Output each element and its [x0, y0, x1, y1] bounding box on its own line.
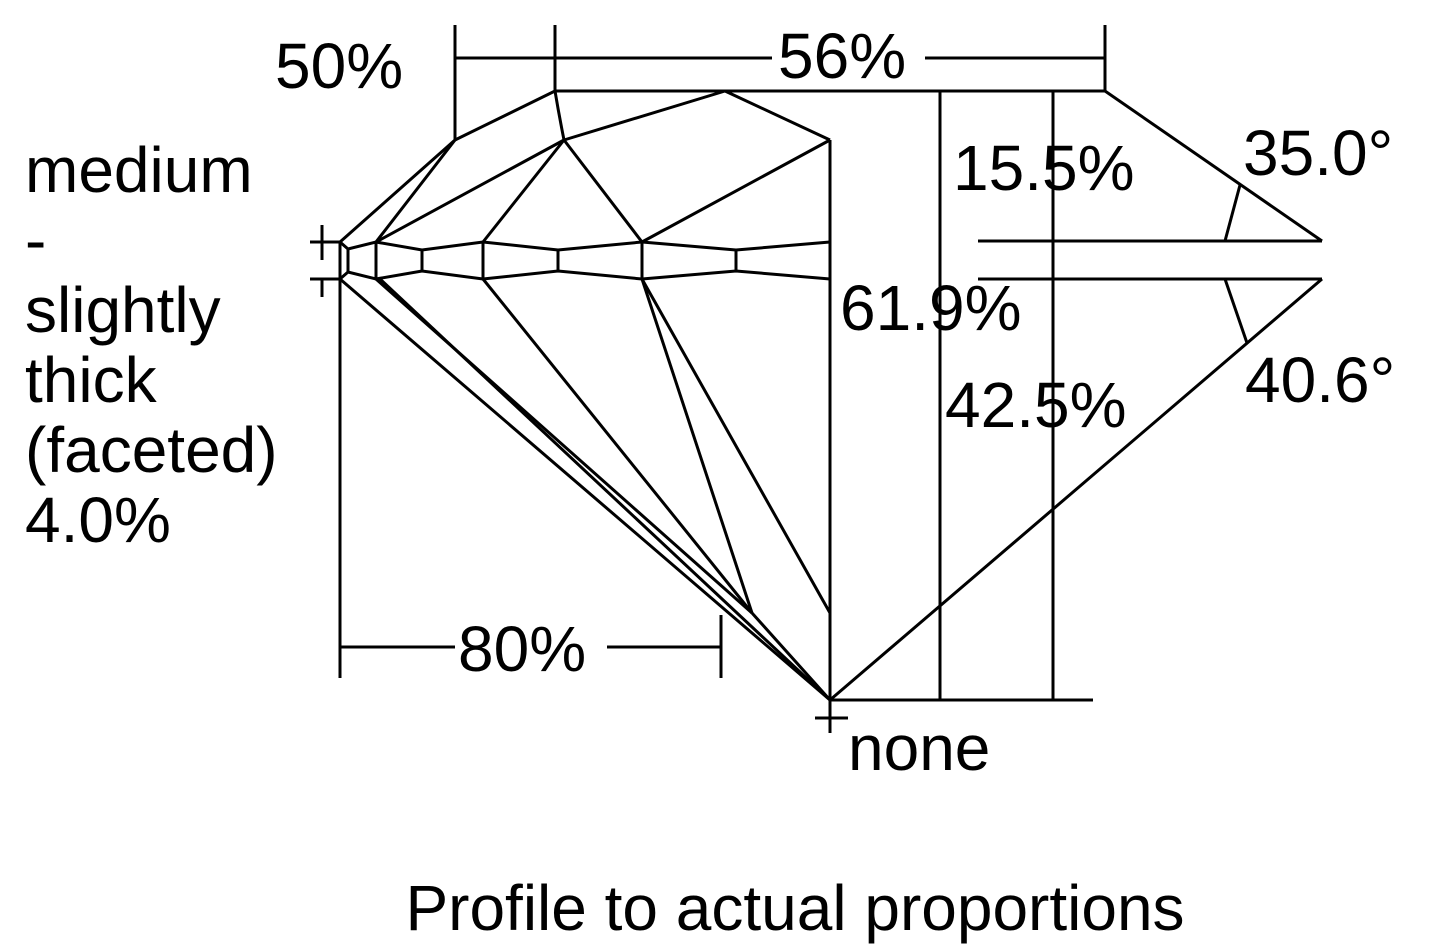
girdle-label-line: medium	[25, 134, 253, 206]
culet-label: none	[848, 712, 990, 784]
lower-half-length-label: 80%	[458, 613, 586, 685]
crown-angle-label: 35.0°	[1243, 117, 1393, 189]
pavilion-depth-label: 42.5%	[945, 369, 1126, 441]
girdle-label-line: -	[25, 204, 46, 276]
pavilion-facets	[339, 277, 848, 733]
table-label: 56%	[778, 20, 906, 92]
girdle-label-line: thick	[25, 344, 158, 416]
diagram-caption: Profile to actual proportions	[405, 872, 1184, 944]
crown-height-label: 15.5%	[953, 132, 1134, 204]
pavilion-angle-label: 40.6°	[1245, 344, 1395, 416]
girdle-label-line: slightly	[25, 274, 221, 346]
girdle-label-line: (faceted)	[25, 414, 278, 486]
star-length-label: 50%	[275, 30, 403, 102]
total-depth-label: 61.9%	[840, 272, 1021, 344]
crown-facets	[339, 89, 832, 244]
girdle-label-line: 4.0%	[25, 484, 171, 556]
dimension-lines	[338, 25, 1323, 702]
